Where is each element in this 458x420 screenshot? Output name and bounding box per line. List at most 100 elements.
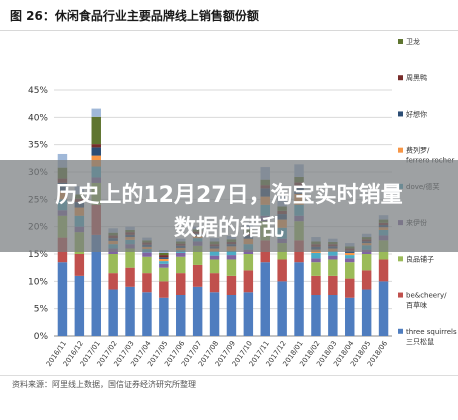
- bar-segment: [378, 259, 389, 282]
- bar-segment: [345, 278, 355, 298]
- bar-segment: [226, 295, 237, 336]
- legend-label: 费列罗/: [406, 146, 430, 155]
- bar-segment: [311, 275, 321, 295]
- legend-swatch: [398, 75, 403, 81]
- legend-label: three squirrels: [406, 328, 457, 336]
- bar-segment: [159, 267, 169, 282]
- legend-label: 卫龙: [406, 37, 420, 46]
- bar-segment: [159, 297, 169, 336]
- legend-label: 三只松鼠: [406, 337, 434, 346]
- legend-swatch: [398, 328, 403, 334]
- bar-segment: [91, 144, 101, 148]
- bar-segment: [311, 258, 321, 263]
- legend-label: 好想你: [406, 109, 427, 118]
- bar-segment: [328, 259, 338, 276]
- bar-segment: [328, 275, 338, 295]
- bar-segment: [142, 256, 152, 274]
- bar-segment: [345, 297, 355, 336]
- bar-segment: [311, 295, 321, 336]
- bar-segment: [91, 116, 101, 145]
- bar-segment: [311, 252, 321, 259]
- bar-segment: [209, 255, 220, 260]
- bar-segment: [345, 255, 355, 259]
- bar-segment: [159, 263, 169, 268]
- bar-segment: [361, 270, 372, 290]
- bar-segment: [91, 147, 101, 156]
- bar-segment: [209, 273, 220, 293]
- legend-swatch: [398, 292, 403, 298]
- bar-segment: [108, 273, 118, 290]
- figure-title-bar: 图 26：休闲食品行业主要品牌线上销售额份额: [0, 0, 458, 31]
- figure-footer: 资料来源：阿里线上数据，国信证券经济研究所整理: [0, 375, 458, 420]
- bar-segment: [176, 252, 186, 257]
- bar-segment: [159, 281, 169, 298]
- bar-segment: [345, 258, 355, 263]
- legend-label: be&cheery/: [406, 292, 447, 300]
- bar-segment: [192, 245, 203, 265]
- figure-title: 图 26：休闲食品行业主要品牌线上销售额份额: [10, 9, 259, 23]
- bar-segment: [142, 273, 152, 293]
- bar-segment: [57, 262, 68, 336]
- bar-segment: [328, 251, 338, 256]
- bar-segment: [209, 251, 220, 256]
- y-tick-label: 0%: [34, 332, 49, 342]
- bar-segment: [277, 281, 287, 336]
- bar-segment: [159, 255, 169, 258]
- bar-segment: [328, 295, 338, 336]
- bar-segment: [108, 254, 118, 274]
- bar-segment: [209, 259, 220, 274]
- legend-swatch: [398, 147, 403, 153]
- bar-segment: [361, 254, 372, 271]
- bar-segment: [361, 289, 372, 336]
- bar-segment: [176, 256, 186, 274]
- bar-segment: [74, 254, 85, 276]
- bar-segment: [226, 275, 237, 295]
- overlay-headline-line2: 数据的错乱: [173, 216, 284, 241]
- bar-segment: [294, 262, 304, 336]
- bar-segment: [125, 248, 135, 268]
- legend-label: 百草味: [406, 301, 427, 310]
- bar-segment: [142, 252, 152, 257]
- y-tick-label: 35%: [28, 141, 48, 151]
- bar-segment: [311, 262, 321, 276]
- bar-segment: [226, 255, 237, 260]
- bar-segment: [192, 264, 203, 287]
- bar-segment: [226, 250, 237, 256]
- bar-segment: [91, 234, 101, 336]
- bar-segment: [125, 286, 135, 336]
- overlay-headline-line1: 历史上的12月27日，淘宝实时销量: [55, 183, 403, 208]
- legend-swatch: [398, 256, 403, 262]
- bar-segment: [108, 289, 118, 336]
- bar-segment: [243, 254, 254, 271]
- legend-swatch: [398, 111, 403, 117]
- bar-segment: [159, 257, 169, 259]
- legend-swatch: [398, 39, 403, 44]
- legend-label: 良品铺子: [406, 254, 434, 263]
- bar-segment: [378, 281, 389, 336]
- y-tick-label: 15%: [28, 250, 48, 260]
- bar-segment: [142, 292, 152, 336]
- bar-segment: [243, 292, 254, 336]
- y-tick-label: 45%: [28, 86, 48, 96]
- legend-label: 周黑鸭: [406, 73, 427, 82]
- bar-segment: [159, 252, 169, 256]
- bar-segment: [209, 292, 220, 336]
- bar-segment: [176, 295, 186, 336]
- overlay-banner: 历史上的12月27日，淘宝实时销量 数据的错乱: [0, 160, 458, 252]
- y-tick-label: 40%: [28, 113, 48, 123]
- bar-segment: [243, 270, 254, 293]
- bar-segment: [345, 252, 355, 256]
- bar-segment: [125, 267, 135, 287]
- bar-segment: [192, 286, 203, 336]
- bar-segment: [328, 255, 338, 260]
- bar-segment: [176, 273, 186, 295]
- y-tick-label: 10%: [28, 277, 48, 287]
- bar-segment: [159, 261, 169, 264]
- bar-segment: [91, 108, 101, 117]
- bar-segment: [226, 259, 237, 276]
- bar-segment: [345, 262, 355, 279]
- bar-segment: [74, 275, 85, 336]
- bar-segment: [260, 262, 270, 336]
- bar-segment: [277, 259, 287, 282]
- bar-segment: [159, 258, 169, 262]
